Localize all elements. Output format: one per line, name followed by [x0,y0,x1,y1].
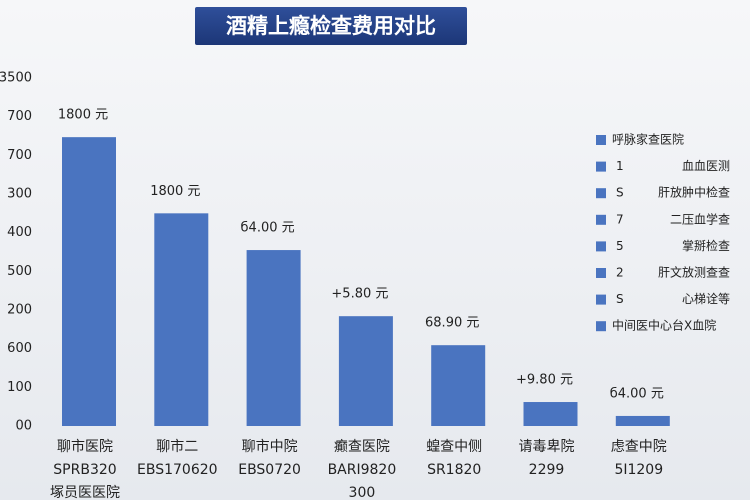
legend-label: 掌掰检查 [682,238,730,253]
x-tick-label: 5I1209 [614,462,663,478]
legend-label: 二压血学查 [670,211,730,226]
y-tick-label: 600 [7,341,32,356]
y-tick-label: 700 [7,148,32,163]
bar [338,316,393,426]
legend-key: 1 [616,159,624,173]
x-tick-label: SPRB320 [53,462,116,478]
annotation: 1800 元 [58,108,108,123]
y-tick-label: 00 [15,419,32,434]
legend-swatch [596,135,606,145]
annotation: б4.00 元 [241,221,295,236]
x-tick-label: 2299 [529,462,565,478]
legend-swatch [596,188,606,199]
bar [246,250,301,426]
y-tick-label: 100 [7,380,32,395]
annotation: б4.00 元 [610,386,664,401]
chart-title: 酒精上瘾检查费用对比 [226,14,436,38]
x-tick-label: 聊市中院 [242,438,298,455]
x-tick-label: 聊市医院 [57,438,113,455]
x-tick-label: 塚员医医院 [50,485,120,500]
y-tick-label: 3500 [0,71,32,86]
y-tick-label: 500 [7,264,32,279]
x-tick-label: 请毒卑院 [519,438,575,455]
bar [431,345,486,426]
annotation: +5.80 元 [331,287,388,302]
bar [615,415,670,426]
annotation: 1800 元 [150,184,200,199]
annotation: 68.90 元 [425,316,479,331]
legend-key: S [616,292,624,306]
legend-key: 5 [616,239,624,253]
x-tick-label: EBS170620 [137,462,218,478]
title-box [195,7,467,45]
legend-label: 肝文放测查查 [658,265,730,280]
legend-label: 肝放肿中检查 [658,185,730,200]
legend-label: 血血医测 [682,159,730,173]
legend-swatch [596,214,606,225]
x-tick-label: 300 [349,485,376,500]
y-tick-label: 200 [7,303,32,318]
legend-swatch [596,161,606,172]
bar [523,402,578,426]
legend-swatch [596,241,606,252]
legend-key: S [616,186,624,200]
legend-label: 呼脉家查医院 [612,132,684,147]
x-tick-label: 蝗查中侧 [426,439,482,455]
legend-swatch [596,321,606,332]
bar [154,213,209,426]
x-tick-label: 癫查医院 [334,438,390,455]
legend-label: 心梯诠等 [682,291,730,306]
y-tick-label: 700 [7,109,32,124]
bar [62,137,116,426]
x-tick-label: EBS0720 [238,462,301,478]
y-tick-label: 300 [7,187,32,202]
annotation: +9.80 元 [516,373,573,388]
legend-swatch [596,268,606,278]
legend-key: 2 [616,266,624,280]
x-tick-label: 聊市二 [156,438,198,455]
legend-swatch [596,294,606,305]
legend-label: 中间医中心台X血院 [612,318,716,333]
x-tick-label: BARI9820 [328,462,397,478]
x-tick-label: SR1820 [427,462,481,478]
x-tick-label: 虑查中院 [611,439,667,455]
y-tick-label: 400 [7,225,32,240]
legend-key: 7 [616,212,624,226]
